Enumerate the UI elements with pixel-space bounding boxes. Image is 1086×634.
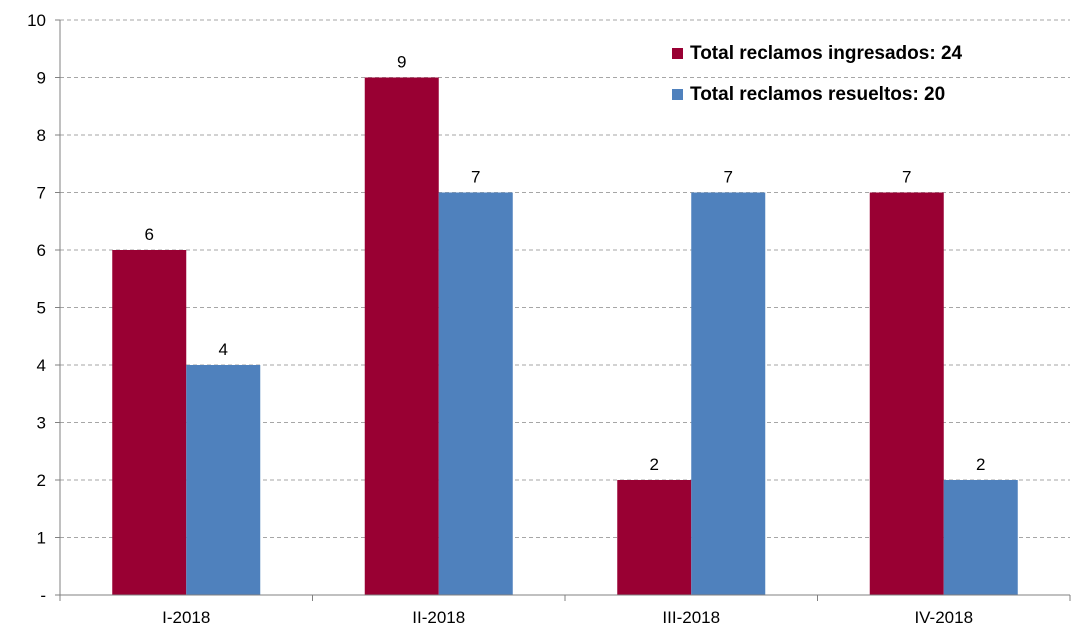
- x-tick-label: II-2018: [412, 608, 465, 627]
- y-tick-label: 4: [37, 356, 46, 375]
- data-label: 9: [397, 53, 406, 72]
- data-label: 7: [471, 168, 480, 187]
- legend-swatch: [672, 48, 683, 59]
- bar-resueltos: [691, 192, 766, 595]
- bar-resueltos: [943, 480, 1018, 595]
- y-tick-label: -: [40, 586, 46, 605]
- y-tick-label: 3: [37, 414, 46, 433]
- data-label: 2: [650, 455, 659, 474]
- bar-resueltos: [186, 365, 261, 595]
- y-tick-label: 6: [37, 241, 46, 260]
- y-tick-label: 10: [27, 11, 46, 30]
- axes: - 1 2 3 4 5 6 7 8 9 10 I-2018 II-2018 III-2018 IV-2018: [27, 11, 1071, 627]
- y-tick-label: 5: [37, 299, 46, 318]
- data-label: 4: [219, 340, 228, 359]
- x-tick-label: I-2018: [162, 608, 210, 627]
- data-labels: 6 4 9 7 2 7 7 2: [145, 53, 986, 475]
- bar-ingresados: [112, 250, 187, 595]
- data-label: 7: [724, 168, 733, 187]
- y-tick-label: 2: [37, 471, 46, 490]
- bar-resueltos: [438, 192, 513, 595]
- bar-ingresados: [617, 480, 692, 595]
- y-tick-label: 7: [37, 184, 46, 203]
- bar-ingresados: [364, 77, 439, 595]
- legend-label: Total reclamos ingresados: 24: [690, 43, 963, 64]
- x-tick-label: IV-2018: [914, 608, 973, 627]
- legend: Total reclamos ingresados: 24 Total recla…: [672, 43, 963, 105]
- y-tick-label: 1: [37, 529, 46, 548]
- data-label: 6: [145, 225, 154, 244]
- data-label: 2: [976, 455, 985, 474]
- legend-label: Total reclamos resueltos: 20: [690, 84, 945, 105]
- bars: [112, 77, 1018, 595]
- bar-ingresados: [869, 192, 944, 595]
- legend-swatch: [672, 89, 683, 100]
- y-tick-label: 8: [37, 126, 46, 145]
- y-tick-label: 9: [37, 69, 46, 88]
- x-tick-label: III-2018: [662, 608, 720, 627]
- data-label: 7: [902, 168, 911, 187]
